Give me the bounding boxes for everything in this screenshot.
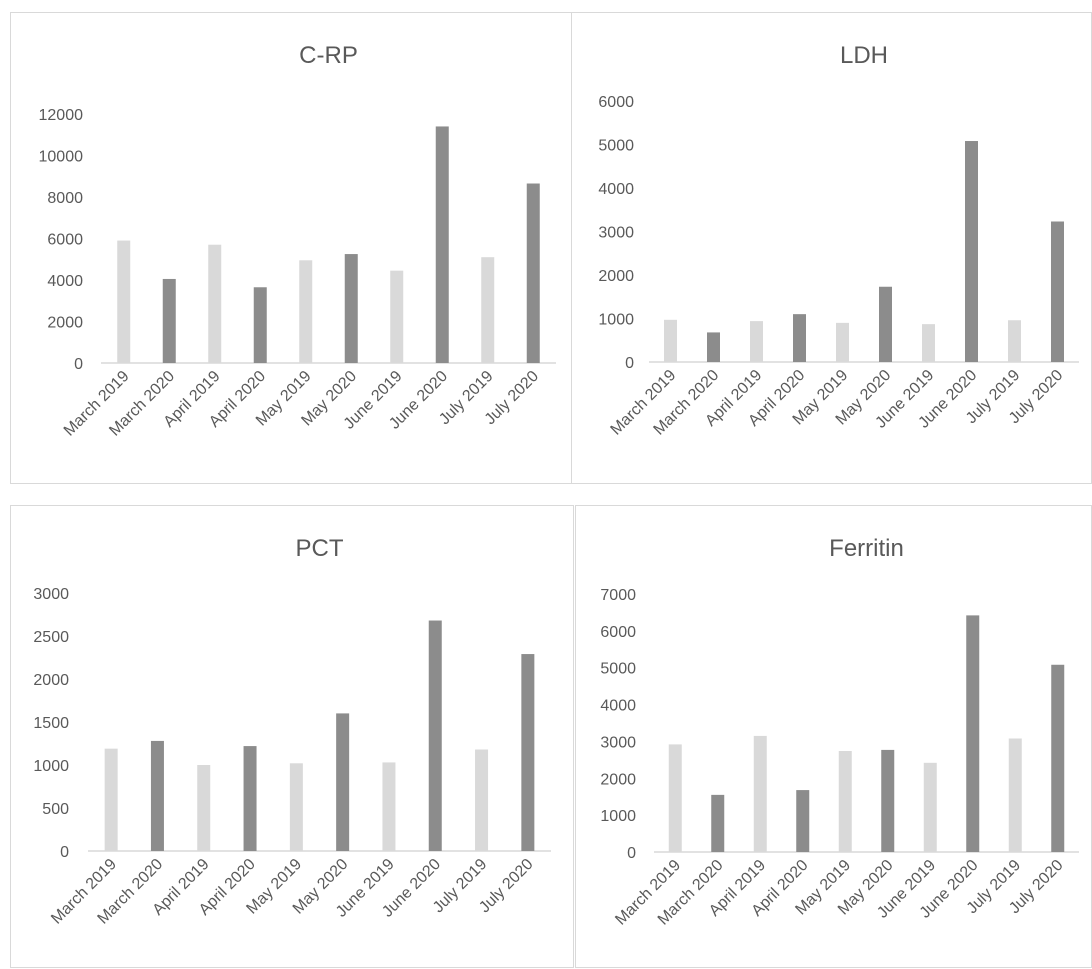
bar-pct-may-2020 (336, 713, 350, 851)
bar-pct-may-2019 (289, 763, 303, 851)
y-tick-label: 2000 (598, 268, 634, 285)
chart-title-pct: PCT (296, 535, 344, 562)
y-tick-label: 1500 (33, 715, 69, 732)
bar-ldh-april-2019 (750, 321, 763, 362)
chart-title-ldh: LDH (840, 42, 888, 69)
y-tick-label: 5000 (598, 138, 634, 155)
y-tick-label: 4000 (600, 698, 636, 715)
bar-c-rp-april-2020 (253, 287, 267, 363)
bar-ldh-june-2020 (965, 141, 978, 362)
bar-ldh-march-2019 (664, 319, 677, 362)
bar-ferritin-june-2019 (923, 762, 937, 852)
bar-c-rp-july-2019 (481, 257, 495, 363)
bar-ldh-may-2019 (836, 322, 849, 362)
bar-pct-april-2020 (243, 746, 257, 851)
chart-title-ferritin: Ferritin (829, 535, 904, 562)
bar-c-rp-may-2020 (344, 254, 358, 363)
y-tick-label: 3000 (598, 225, 634, 242)
y-tick-label: 12000 (39, 107, 84, 124)
bar-ferritin-march-2019 (668, 744, 682, 852)
y-tick-label: 4000 (598, 181, 634, 198)
y-tick-label: 10000 (39, 149, 84, 166)
bar-ferritin-may-2020 (881, 749, 895, 852)
y-tick-label: 500 (42, 801, 69, 818)
y-tick-label: 2000 (33, 672, 69, 689)
bar-pct-april-2019 (197, 765, 211, 851)
bar-ldh-june-2019 (922, 324, 935, 362)
bar-ferritin-may-2019 (838, 751, 852, 852)
y-tick-label: 0 (60, 844, 69, 861)
y-tick-label: 8000 (47, 190, 83, 207)
y-tick-label: 7000 (600, 587, 636, 604)
y-tick-label: 3000 (600, 734, 636, 751)
chart-panel-crp: C-RP 0 2000 4000 6000 8000 10000 12000 March 201… (10, 12, 572, 484)
chart-panel-ldh: LDH 0 1000 2000 3000 4000 5000 6000 March 2019 Ma… (571, 12, 1092, 484)
y-tick-label: 2000 (47, 315, 83, 332)
chart-panel-pct: PCT 0 500 1000 1500 2000 2500 3000 March 2019 Mar… (10, 505, 574, 968)
y-tick-label: 4000 (47, 273, 83, 290)
y-tick-label: 2500 (33, 629, 69, 646)
bar-pct-july-2019 (475, 749, 489, 851)
bar-pct-july-2020 (521, 654, 535, 851)
bar-ferritin-june-2020 (966, 615, 980, 852)
bar-ldh-july-2019 (1008, 320, 1021, 362)
bar-ferritin-april-2020 (796, 790, 810, 852)
bar-c-rp-march-2019 (117, 240, 131, 363)
bar-pct-june-2020 (428, 620, 442, 851)
chart-title-c-rp: C-RP (299, 42, 358, 69)
y-tick-label: 2000 (600, 771, 636, 788)
y-tick-label: 3000 (33, 586, 69, 603)
bar-ldh-july-2020 (1051, 221, 1064, 362)
bar-c-rp-june-2019 (390, 270, 404, 363)
chart-svg-ferritin: Ferritin01000200030004000500060007000Mar… (600, 535, 1079, 929)
bar-pct-june-2019 (382, 762, 396, 851)
y-tick-label: 1000 (600, 808, 636, 825)
y-tick-label: 5000 (600, 661, 636, 678)
y-tick-label: 1000 (33, 758, 69, 775)
bar-c-rp-march-2020 (162, 278, 176, 363)
y-tick-label: 0 (627, 845, 636, 862)
bar-ferritin-april-2019 (753, 735, 767, 852)
y-tick-label: 6000 (47, 232, 83, 249)
bar-ferritin-july-2019 (1008, 738, 1022, 852)
bar-ldh-april-2020 (793, 314, 806, 362)
chart-panel-ferritin: Ferritin 0 1000 2000 3000 4000 5000 6000 7000 Mar… (575, 505, 1092, 968)
y-tick-label: 6000 (598, 94, 634, 111)
bar-c-rp-may-2019 (299, 260, 313, 363)
bar-ldh-may-2020 (879, 286, 892, 362)
y-tick-label: 0 (74, 356, 83, 373)
bar-pct-march-2019 (104, 748, 118, 851)
bar-pct-march-2020 (150, 740, 164, 851)
bar-c-rp-june-2020 (435, 126, 449, 363)
bar-c-rp-april-2019 (208, 244, 222, 363)
bar-ldh-march-2020 (707, 332, 720, 362)
y-tick-label: 0 (625, 355, 634, 372)
bar-ferritin-july-2020 (1051, 664, 1065, 852)
y-tick-label: 6000 (600, 624, 636, 641)
bar-c-rp-july-2020 (526, 183, 540, 363)
bar-ferritin-march-2020 (711, 794, 725, 852)
y-tick-label: 1000 (598, 312, 634, 329)
